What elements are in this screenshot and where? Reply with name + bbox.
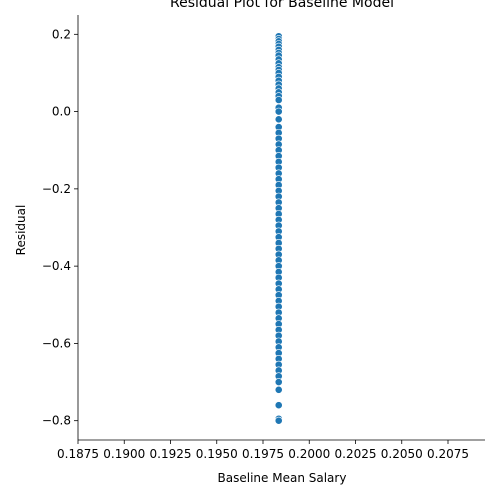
data-point	[274, 107, 283, 116]
chart-title: Residual Plot for Baseline Model	[170, 0, 394, 11]
x-tick-label: 0.2075	[427, 447, 469, 461]
x-tick-label: 0.1950	[196, 447, 238, 461]
y-tick-label: −0.6	[42, 336, 71, 350]
data-point	[274, 378, 283, 386]
y-ticks: 0.2 0.0 −0.2 −0.4 −0.6 −0.8	[42, 27, 78, 428]
x-tick-label: 0.2050	[381, 447, 423, 461]
y-tick-label: 0.0	[52, 105, 71, 119]
x-tick-label: 0.2025	[335, 447, 377, 461]
y-tick-label: −0.2	[42, 182, 71, 196]
y-tick-label: −0.4	[42, 259, 71, 273]
data-point	[274, 115, 283, 124]
data-point	[274, 96, 283, 104]
x-axis-title: Baseline Mean Salary	[218, 471, 347, 485]
data-point	[274, 401, 283, 410]
x-tick-label: 0.1875	[57, 447, 99, 461]
y-axis-title: Residual	[14, 205, 28, 256]
y-tick-label: 0.2	[52, 27, 71, 41]
x-tick-label: 0.1925	[150, 447, 192, 461]
x-ticks: 0.1875 0.1900 0.1925 0.1950 0.1975 0.2000 0.20…	[57, 440, 469, 461]
data-points	[274, 32, 283, 425]
data-point	[274, 416, 283, 425]
data-point	[274, 385, 283, 394]
x-tick-label: 0.1900	[103, 447, 145, 461]
y-tick-label: −0.8	[42, 414, 71, 428]
x-tick-label: 0.2000	[288, 447, 330, 461]
x-tick-label: 0.1975	[242, 447, 284, 461]
